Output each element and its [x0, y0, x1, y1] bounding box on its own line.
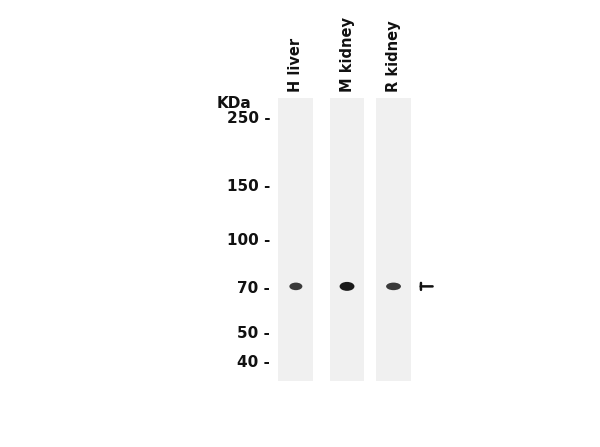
Text: 150 -: 150 - [227, 179, 270, 194]
Text: 50 -: 50 - [238, 325, 270, 341]
Text: R kidney: R kidney [386, 20, 401, 92]
Ellipse shape [340, 282, 355, 291]
Text: KDa: KDa [217, 96, 252, 111]
Text: 70 -: 70 - [238, 281, 270, 295]
Text: 250 -: 250 - [227, 111, 270, 126]
Text: 100 -: 100 - [227, 233, 270, 248]
Text: 40 -: 40 - [238, 355, 270, 370]
Bar [329, 98, 364, 381]
Text: M kidney: M kidney [340, 17, 355, 92]
Text: H liver: H liver [289, 38, 304, 92]
Bar [376, 98, 411, 381]
Bar [278, 98, 313, 381]
Ellipse shape [386, 283, 401, 290]
Ellipse shape [289, 283, 302, 290]
